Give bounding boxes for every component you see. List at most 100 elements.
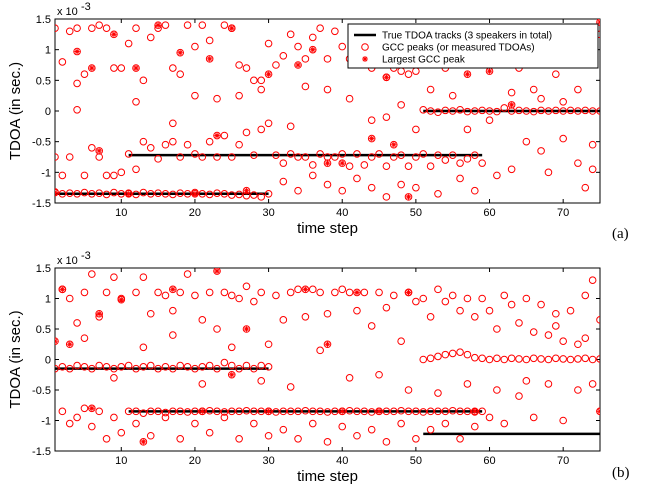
gcc-peak-point xyxy=(264,363,273,371)
legend-box: True TDOA tracks (3 speakers in total)GC… xyxy=(347,23,599,69)
gcc-peak-point xyxy=(529,107,538,116)
gcc-peak-point xyxy=(478,106,486,115)
gcc-peak-point xyxy=(132,98,140,106)
gcc-peak-point xyxy=(213,189,221,197)
gcc-peak-point xyxy=(331,407,339,416)
gcc-peak-point xyxy=(588,107,597,115)
gcc-peak-point xyxy=(132,288,140,297)
gcc-peak-point xyxy=(588,380,597,388)
gcc-peak-point xyxy=(176,153,185,161)
gcc-peak-point xyxy=(242,406,251,415)
largest-gcc-peak-asterisk xyxy=(55,190,58,194)
largest-gcc-peak-point xyxy=(375,407,383,416)
y-axis-title: TDOA (in sec.) xyxy=(7,310,24,408)
largest-gcc-peak-ring xyxy=(213,268,221,275)
largest-gcc-peak-point xyxy=(205,55,214,63)
largest-gcc-peak-asterisk xyxy=(266,409,271,414)
gcc-peak-point xyxy=(279,52,288,60)
gcc-peak-point xyxy=(146,33,155,42)
gcc-peak-point xyxy=(544,331,553,339)
gcc-peak-point xyxy=(242,282,251,291)
gcc-peak-point xyxy=(191,407,199,416)
gcc-peak-point xyxy=(264,119,273,128)
gcc-peak-point xyxy=(55,24,59,32)
gcc-peak-point xyxy=(146,407,155,416)
largest-gcc-peak-asterisk xyxy=(214,133,220,138)
gcc-peak-point xyxy=(183,270,192,278)
gcc-peak-point xyxy=(316,24,324,33)
gcc-peak-point xyxy=(308,171,317,180)
largest-gcc-peak-ring xyxy=(264,70,273,78)
gcc-peak-point xyxy=(110,364,118,373)
largest-gcc-peak-point xyxy=(463,70,472,78)
gcc-peak-point xyxy=(213,94,221,103)
plot-frame xyxy=(54,267,601,452)
gcc-peak-point xyxy=(286,288,295,297)
gcc-peak-point xyxy=(316,407,324,416)
gcc-peak-point xyxy=(272,61,280,69)
y-tick-label: -1 xyxy=(41,416,51,428)
gcc-peak-point xyxy=(264,190,273,198)
gcc-peak-point xyxy=(552,354,560,363)
largest-gcc-peak-ring xyxy=(95,309,103,318)
gcc-peak-point xyxy=(294,285,302,294)
gcc-peak-point xyxy=(331,27,339,36)
gcc-peak-point xyxy=(257,193,266,201)
gcc-peak-point xyxy=(73,105,81,114)
gcc-peak-point xyxy=(397,406,405,415)
gcc-peak-point xyxy=(213,407,221,416)
gcc-peak-point xyxy=(360,407,369,416)
largest-gcc-peak-point xyxy=(88,64,96,72)
gcc-peak-point xyxy=(80,404,89,413)
gcc-peak-point xyxy=(441,106,450,115)
x-tick-label: 20 xyxy=(189,455,201,467)
gcc-peak-point xyxy=(220,190,229,198)
gcc-peak-point xyxy=(294,42,302,51)
gcc-peak-point xyxy=(95,361,103,370)
gcc-peak-point xyxy=(124,39,133,48)
gcc-peak-point xyxy=(559,134,567,143)
gcc-peak-point xyxy=(596,107,600,115)
gcc-peak-point xyxy=(559,416,567,425)
largest-gcc-peak-point xyxy=(227,370,236,379)
largest-gcc-peak-asterisk xyxy=(133,65,139,71)
largest-gcc-peak-point xyxy=(301,285,310,294)
largest-gcc-peak-point xyxy=(132,64,140,72)
gcc-peak-point xyxy=(353,174,361,183)
gcc-peak-point xyxy=(470,107,479,115)
gcc-peak-point xyxy=(132,190,140,199)
gcc-peak-point xyxy=(463,350,472,359)
largest-gcc-peak-ring xyxy=(88,404,96,413)
gcc-peak-point xyxy=(205,137,214,146)
gcc-peak-point xyxy=(161,291,170,300)
gcc-peak-point xyxy=(581,106,590,115)
gcc-peak-point xyxy=(220,288,229,297)
gcc-peak-point xyxy=(485,413,494,422)
gcc-peak-point xyxy=(88,24,96,33)
largest-gcc-peak-ring xyxy=(338,407,347,416)
gcc-peak-point xyxy=(434,389,442,397)
largest-gcc-peak-point xyxy=(169,285,177,294)
gcc-peak-point xyxy=(286,150,295,158)
gcc-peak-point xyxy=(581,291,590,300)
gcc-peak-point xyxy=(191,42,199,51)
largest-gcc-peak-point xyxy=(95,309,103,318)
gcc-peak-point xyxy=(500,104,509,112)
largest-gcc-peak-asterisk xyxy=(266,72,271,77)
gcc-peak-point xyxy=(110,64,118,72)
gcc-peak-point xyxy=(117,64,126,72)
gcc-peak-point xyxy=(88,422,96,431)
largest-gcc-peak-ring xyxy=(404,288,413,297)
gcc-peak-point xyxy=(345,162,354,170)
largest-gcc-peak-ring xyxy=(463,70,472,78)
largest-gcc-peak-asterisk xyxy=(391,142,396,147)
largest-gcc-peak-asterisk xyxy=(200,409,205,414)
gcc-peak-point xyxy=(235,140,243,149)
gcc-peak-point xyxy=(227,407,236,416)
largest-gcc-peak-asterisk xyxy=(170,287,176,292)
largest-gcc-peak-point xyxy=(596,19,600,26)
gcc-peak-point xyxy=(80,188,89,197)
gcc-peak-point xyxy=(375,370,383,379)
gcc-peak-point xyxy=(581,183,590,192)
gcc-peak-point xyxy=(331,288,339,297)
